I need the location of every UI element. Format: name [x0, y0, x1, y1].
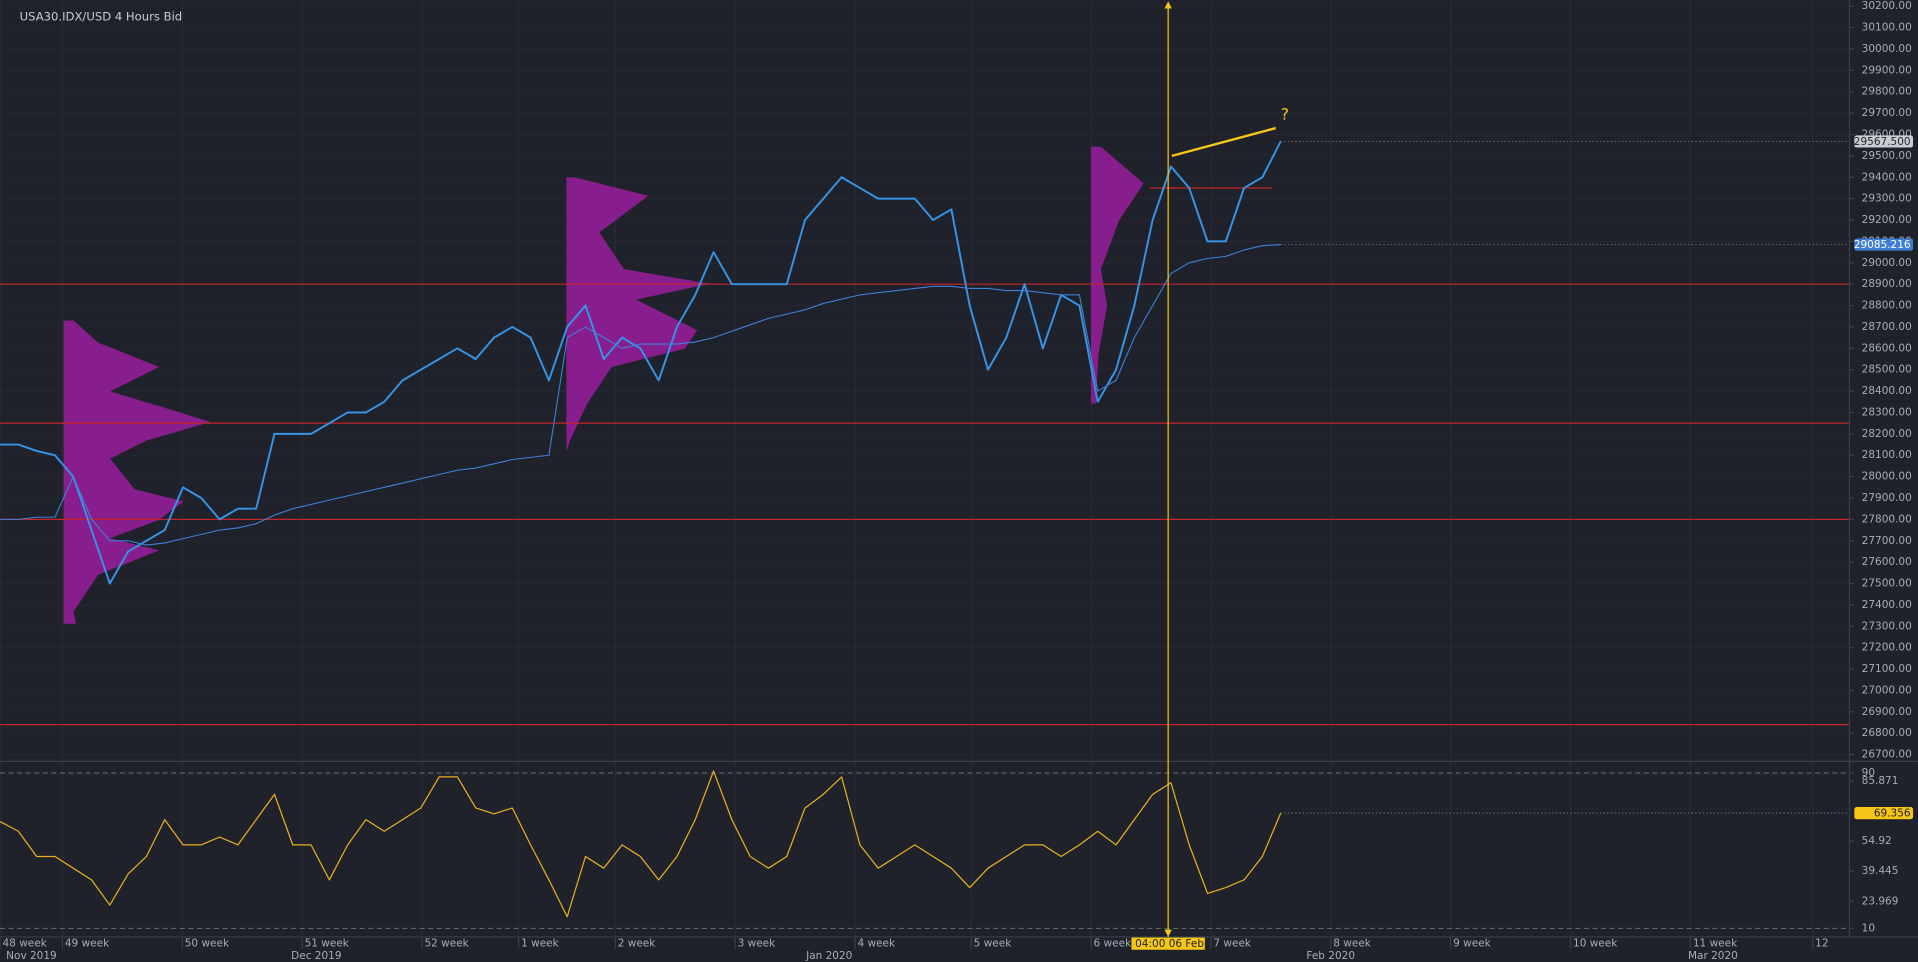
y-tick-label: 29200.00	[1862, 214, 1912, 226]
y-tick-label: 28400.00	[1862, 385, 1912, 397]
y-tick-label: 30200.00	[1862, 0, 1912, 12]
week-label: 6 week	[1094, 938, 1133, 950]
y-tick-label: 28200.00	[1862, 428, 1912, 440]
series-line	[0, 770, 1282, 918]
y-tick-label: 27200.00	[1862, 642, 1912, 654]
week-label: 9 week	[1453, 938, 1492, 950]
y-tick-label: 29800.00	[1862, 86, 1912, 98]
y-tick-label: 26800.00	[1862, 727, 1912, 739]
y-tick-label: 29900.00	[1862, 64, 1912, 76]
y-tick-label: 27600.00	[1862, 556, 1912, 568]
cursor-arrow	[1164, 1, 1172, 9]
cursor-label-box	[1131, 937, 1205, 950]
y-tick-label: 29700.00	[1862, 107, 1912, 119]
cursor-arrow	[1164, 929, 1172, 937]
plot	[0, 126, 1850, 929]
week-label: 51 week	[305, 938, 350, 950]
y-tick-label: 54.92	[1862, 835, 1892, 847]
y-tick-label: 28900.00	[1862, 278, 1912, 290]
y-tick-label: 28500.00	[1862, 364, 1912, 376]
volume-profile	[566, 177, 710, 453]
week-label: 48 week	[3, 938, 48, 950]
last-value-label: 29085.216	[1854, 239, 1911, 251]
y-tick-label: 27900.00	[1862, 492, 1912, 504]
y-tick-label: 29300.00	[1862, 193, 1912, 205]
y-tick-label: 29400.00	[1862, 171, 1912, 183]
week-label: 1 week	[521, 938, 560, 950]
y-tick-label: 30100.00	[1862, 22, 1912, 34]
week-label: 12	[1815, 938, 1828, 950]
last-value-label: 29567.500	[1854, 136, 1911, 148]
y-tick-label: 27400.00	[1862, 599, 1912, 611]
y-tick-label: 29500.00	[1862, 150, 1912, 162]
last-value-box	[1854, 806, 1914, 820]
y-tick-label: 39.445	[1862, 865, 1899, 877]
y-tick-label: 27000.00	[1862, 684, 1912, 696]
y-tick-label: 27700.00	[1862, 535, 1912, 547]
week-label: 2 week	[618, 938, 657, 950]
y-tick-label: 28300.00	[1862, 406, 1912, 418]
annotation: ?	[1281, 104, 1289, 123]
y-tick-label: 28000.00	[1862, 471, 1912, 483]
week-label: 8 week	[1333, 938, 1372, 950]
week-label: 50 week	[185, 938, 230, 950]
week-label: 4 week	[857, 938, 896, 950]
y-tick-label: 90	[1862, 767, 1875, 779]
cursor-label: 04:00 06 Feb	[1135, 938, 1204, 950]
week-label: 7 week	[1213, 938, 1252, 950]
y-tick-label: 23.969	[1862, 895, 1899, 907]
last-value-label: 69.356	[1874, 808, 1911, 820]
y-tick-label: 27100.00	[1862, 663, 1912, 675]
y-tick-label: 27500.00	[1862, 578, 1912, 590]
week-label: 5 week	[974, 938, 1013, 950]
month-label: Dec 2019	[291, 950, 341, 962]
y-tick-label: 27300.00	[1862, 620, 1912, 632]
y-tick-label: 10	[1862, 922, 1875, 934]
month-label: Mar 2020	[1688, 950, 1738, 962]
y-tick-label: 28800.00	[1862, 300, 1912, 312]
trendline	[1171, 126, 1277, 158]
y-tick-label: 26700.00	[1862, 749, 1912, 761]
week-label: 11 week	[1693, 938, 1738, 950]
chart-title: USA30.IDX/USD 4 Hours Bid	[20, 10, 183, 24]
week-label: 3 week	[738, 938, 777, 950]
y-tick-label: 28700.00	[1862, 321, 1912, 333]
week-label: 52 week	[424, 938, 469, 950]
series-line	[0, 244, 1281, 546]
series-line	[0, 140, 1282, 585]
week-label: 10 week	[1573, 938, 1618, 950]
month-label: Feb 2020	[1306, 950, 1355, 962]
y-tick-label: 26900.00	[1862, 706, 1912, 718]
grid	[0, 0, 1814, 937]
volume-profile	[1091, 146, 1144, 404]
volume-profile	[63, 320, 211, 624]
y-tick-label: 85.871	[1862, 775, 1899, 787]
y-tick-label: 30000.00	[1862, 43, 1912, 55]
week-label: 49 week	[65, 938, 110, 950]
y-tick-label: 28100.00	[1862, 449, 1912, 461]
y-tick-label: 29000.00	[1862, 257, 1912, 269]
last-value-box	[1854, 238, 1914, 251]
y-tick-label: 27800.00	[1862, 513, 1912, 525]
month-label: Nov 2019	[6, 950, 57, 962]
y-tick-label: 28600.00	[1862, 342, 1912, 354]
last-value-box	[1854, 135, 1914, 148]
month-label: Jan 2020	[805, 950, 852, 962]
